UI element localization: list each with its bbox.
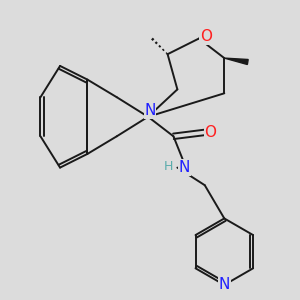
Text: N: N <box>144 103 156 118</box>
Text: O: O <box>200 29 212 44</box>
Polygon shape <box>224 58 248 64</box>
Text: N: N <box>179 160 190 175</box>
Text: H: H <box>164 160 173 173</box>
Text: N: N <box>219 278 230 292</box>
Text: O: O <box>205 125 217 140</box>
